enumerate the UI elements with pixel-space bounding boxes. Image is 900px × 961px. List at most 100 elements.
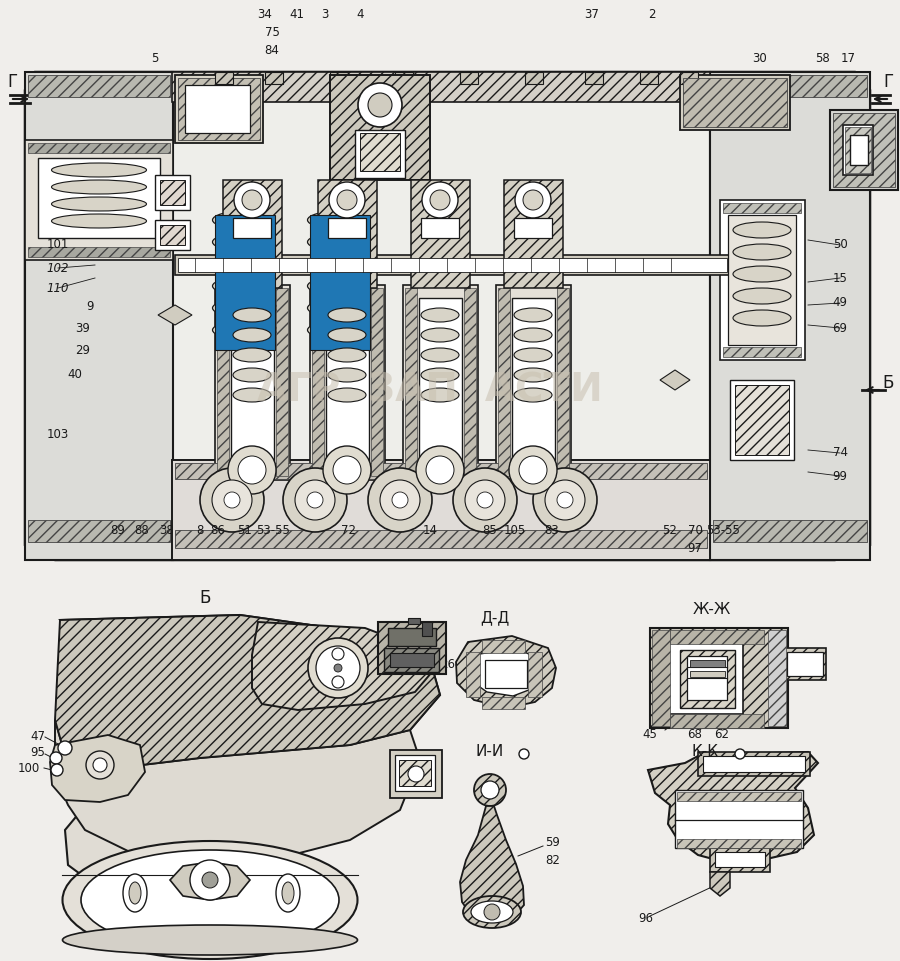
Bar	[715, 852, 765, 867]
Bar	[25, 140, 173, 260]
Text: 53-55: 53-55	[256, 524, 290, 536]
Text: 34: 34	[257, 9, 273, 21]
Bar	[28, 520, 170, 542]
Bar	[178, 258, 727, 272]
Text: 51: 51	[238, 524, 252, 536]
Bar	[408, 618, 420, 624]
Circle shape	[477, 492, 493, 508]
Text: 30: 30	[752, 52, 768, 64]
Circle shape	[93, 758, 107, 772]
Circle shape	[332, 648, 344, 660]
Bar	[328, 218, 366, 238]
Bar	[784, 648, 826, 680]
Bar	[175, 255, 730, 275]
Ellipse shape	[62, 841, 357, 959]
Ellipse shape	[514, 308, 552, 322]
Text: К-К: К-К	[691, 745, 718, 759]
Bar	[215, 215, 275, 350]
Ellipse shape	[328, 328, 366, 342]
Bar	[528, 652, 542, 697]
Bar	[330, 75, 430, 180]
Text: 72: 72	[340, 524, 356, 536]
Bar	[585, 72, 603, 84]
Bar	[670, 630, 764, 644]
Circle shape	[368, 93, 392, 117]
Bar	[360, 133, 400, 171]
Ellipse shape	[421, 388, 459, 402]
Bar	[233, 218, 271, 238]
Circle shape	[295, 480, 335, 520]
Polygon shape	[660, 370, 690, 390]
Ellipse shape	[129, 882, 141, 904]
Bar	[690, 660, 725, 667]
Circle shape	[190, 860, 230, 900]
Ellipse shape	[421, 368, 459, 382]
Ellipse shape	[212, 211, 277, 229]
Bar	[231, 298, 274, 476]
Circle shape	[332, 676, 344, 688]
Bar	[687, 656, 727, 700]
Bar	[482, 640, 525, 653]
Bar	[683, 78, 787, 127]
Bar	[326, 298, 369, 476]
Bar	[403, 285, 478, 480]
Polygon shape	[25, 72, 870, 560]
Text: 84: 84	[265, 43, 279, 57]
Bar	[720, 200, 805, 360]
Ellipse shape	[233, 308, 271, 322]
Circle shape	[50, 752, 62, 764]
Bar	[175, 463, 707, 479]
Circle shape	[323, 446, 371, 494]
Bar	[38, 158, 160, 238]
Circle shape	[735, 749, 745, 759]
Bar	[485, 660, 527, 688]
Text: И-И: И-И	[476, 745, 504, 759]
Ellipse shape	[733, 310, 791, 326]
Bar	[390, 653, 434, 667]
Polygon shape	[456, 636, 556, 708]
Bar	[155, 175, 190, 210]
Bar	[498, 288, 510, 476]
Bar	[178, 78, 260, 140]
Bar	[652, 630, 670, 726]
Bar	[371, 288, 383, 476]
Bar	[768, 630, 786, 726]
Circle shape	[515, 182, 551, 218]
Bar	[419, 298, 462, 476]
Circle shape	[228, 446, 276, 494]
Ellipse shape	[514, 348, 552, 362]
Text: 59: 59	[545, 836, 560, 850]
Bar	[668, 642, 743, 714]
Text: 8: 8	[196, 524, 203, 536]
Text: 14: 14	[422, 524, 437, 536]
Ellipse shape	[81, 850, 339, 950]
Bar	[723, 203, 801, 213]
Polygon shape	[158, 305, 192, 325]
Text: 110: 110	[47, 282, 69, 294]
Text: 100: 100	[18, 761, 40, 775]
Bar	[25, 72, 173, 560]
Ellipse shape	[463, 896, 521, 928]
Bar	[355, 130, 405, 178]
Text: 75: 75	[265, 27, 279, 39]
Text: 102: 102	[47, 261, 69, 275]
Bar	[217, 288, 229, 476]
Text: 53-55: 53-55	[706, 524, 740, 536]
Text: Г: Г	[883, 73, 893, 91]
Circle shape	[422, 182, 458, 218]
Ellipse shape	[51, 180, 147, 194]
Ellipse shape	[51, 163, 147, 177]
Ellipse shape	[514, 388, 552, 402]
Text: Ж-Ж: Ж-Ж	[693, 603, 731, 618]
Ellipse shape	[421, 328, 459, 342]
Bar	[28, 75, 170, 97]
Bar	[723, 347, 801, 357]
Bar	[276, 288, 288, 476]
Text: Б: Б	[882, 374, 894, 392]
Bar	[482, 697, 525, 709]
Text: 99: 99	[832, 470, 848, 482]
Text: 68: 68	[688, 728, 702, 742]
Bar	[677, 839, 801, 848]
Bar	[422, 622, 432, 636]
Text: 45: 45	[643, 728, 657, 742]
